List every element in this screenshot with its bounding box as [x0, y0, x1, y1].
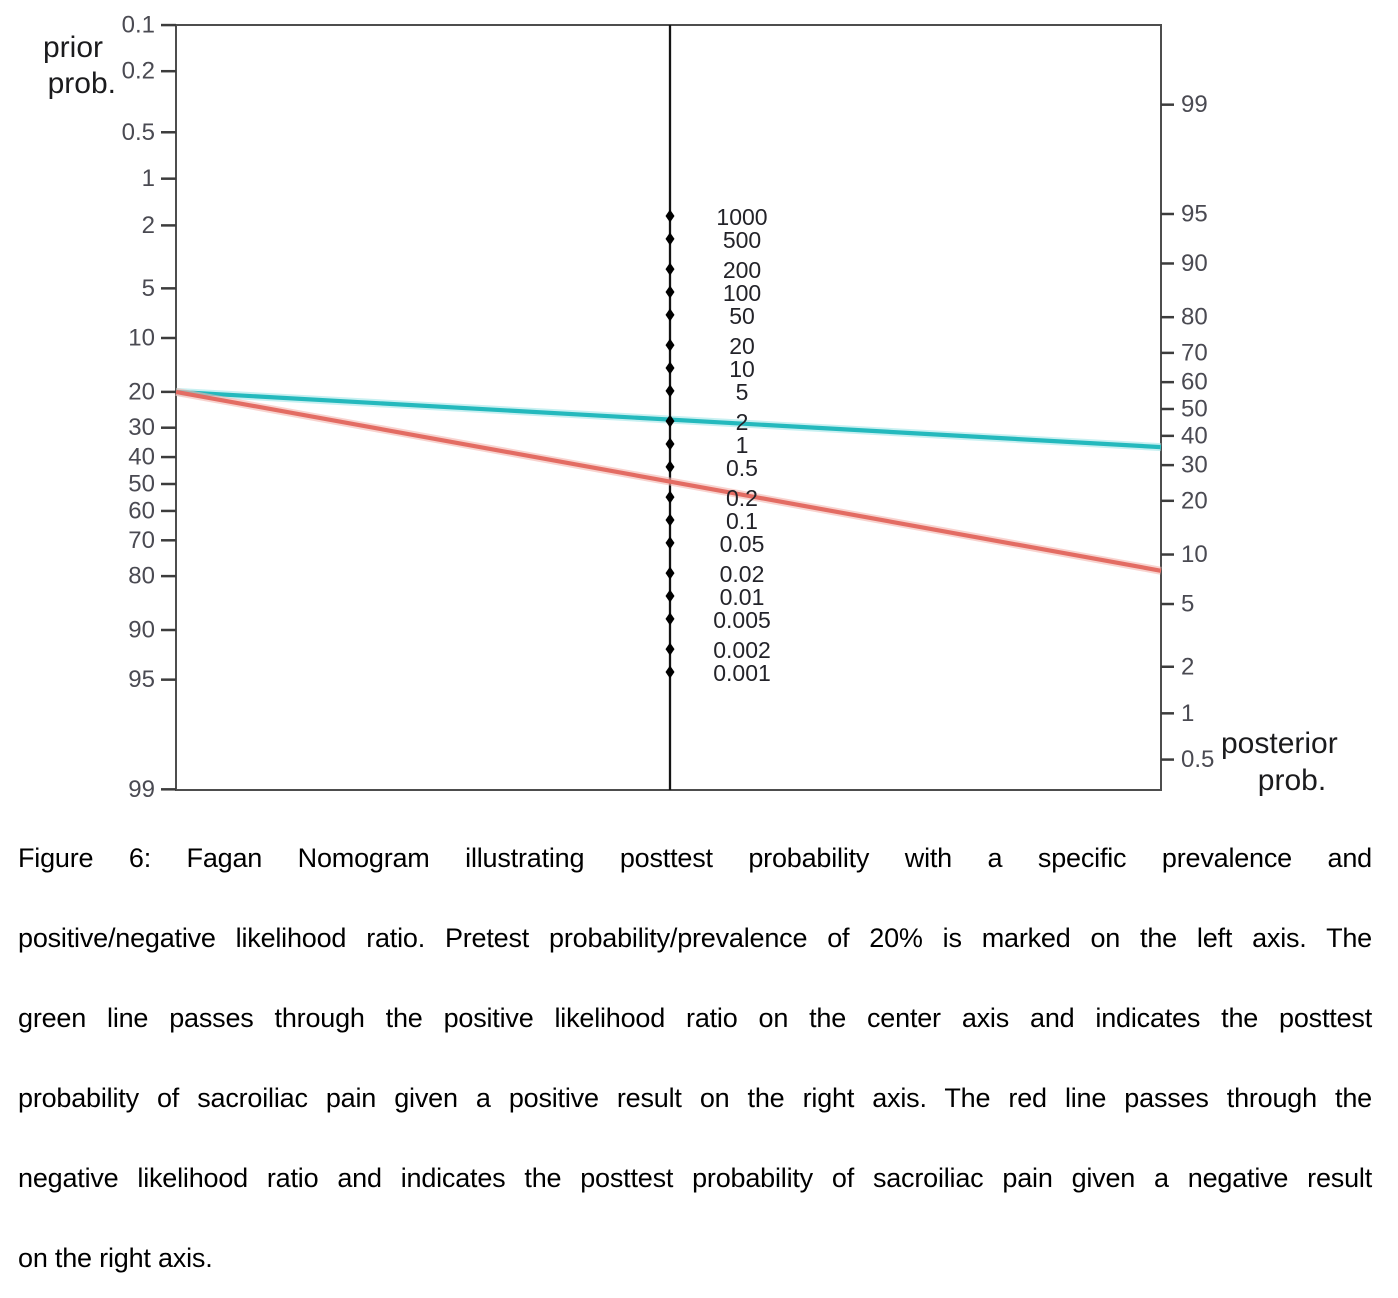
likelihood-ratio-tick-label: 50: [729, 303, 755, 329]
posterior-axis-tick-label: 5: [1181, 591, 1194, 618]
likelihood-ratio-tick-label: 0.01: [720, 584, 765, 610]
prior-axis-tick-label: 60: [128, 497, 155, 524]
prior-axis-tick-label: 0.1: [122, 12, 155, 39]
figure-caption: Figure 6: Fagan Nomogram illustrating po…: [18, 818, 1372, 1298]
likelihood-ratio-marker: [665, 536, 675, 550]
posterior-axis-tick-label: 20: [1181, 487, 1208, 514]
likelihood-ratio-tick-label: 1000: [716, 204, 767, 230]
plot-border: [175, 24, 1162, 791]
likelihood-ratio-tick-label: 0.2: [726, 485, 758, 511]
likelihood-ratio-tick-label: 500: [723, 227, 761, 253]
likelihood-ratio-tick-label: 0.05: [720, 531, 765, 557]
likelihood-ratio-marker: [665, 490, 675, 504]
likelihood-ratio-tick-label: 10: [729, 356, 755, 382]
likelihood-ratio-marker: [665, 642, 675, 656]
fagan-nomogram-chart: 0.10.20.51251020304050607080909599999590…: [43, 12, 1338, 803]
caption-line-2: positive/negative likelihood ratio. Pret…: [18, 923, 1372, 953]
likelihood-ratio-tick-label: 0.005: [713, 607, 771, 633]
posterior-axis-tick-label: 30: [1181, 452, 1208, 479]
likelihood-ratio-marker: [665, 285, 675, 299]
likelihood-ratio-marker: [665, 665, 675, 679]
posterior-axis-title-line1: posterior: [1221, 727, 1338, 760]
likelihood-ratio-marker: [665, 566, 675, 580]
likelihood-ratio-marker: [665, 437, 675, 451]
negative-likelihood-line: [175, 389, 1162, 573]
posterior-axis-tick-label: 10: [1181, 541, 1208, 568]
likelihood-ratio-tick-label: 0.002: [713, 637, 771, 663]
posterior-axis-tick-label: 50: [1181, 396, 1208, 423]
prior-axis-tick-label: 20: [128, 378, 155, 405]
likelihood-ratio-marker: [665, 589, 675, 603]
caption-line-1: Figure 6: Fagan Nomogram illustrating po…: [18, 843, 1372, 873]
posterior-axis-tick-label: 40: [1181, 422, 1208, 449]
prior-axis-tick-label: 70: [128, 527, 155, 554]
likelihood-ratio-marker: [665, 513, 675, 527]
likelihood-ratio-marker: [665, 414, 675, 428]
likelihood-ratio-marker: [665, 460, 675, 474]
prior-axis-tick-label: 80: [128, 563, 155, 590]
likelihood-ratio-tick-label: 2: [736, 409, 749, 435]
likelihood-ratio-tick-label: 1: [736, 432, 749, 458]
prior-axis-tick-label: 50: [128, 471, 155, 498]
likelihood-ratio-tick-label: 20: [729, 333, 755, 359]
prior-axis-tick-label: 30: [128, 414, 155, 441]
prior-axis-title-line1: prior: [43, 31, 103, 64]
posterior-axis-tick-label: 70: [1181, 339, 1208, 366]
likelihood-ratio-marker: [665, 262, 675, 276]
posterior-axis-tick-label: 95: [1181, 200, 1208, 227]
prior-axis-tick-label: 99: [128, 776, 155, 803]
likelihood-ratio-marker: [665, 361, 675, 375]
prior-axis-tick-label: 40: [128, 444, 155, 471]
likelihood-ratio-marker: [665, 232, 675, 246]
likelihood-ratio-tick-label: 0.5: [726, 455, 758, 481]
posterior-axis-tick-label: 2: [1181, 653, 1194, 680]
likelihood-ratio-tick-label: 5: [736, 379, 749, 405]
posterior-axis-tick-label: 90: [1181, 250, 1208, 277]
likelihood-ratio-tick-label: 0.02: [720, 561, 765, 587]
posterior-axis-tick-label: 1: [1181, 700, 1194, 727]
posterior-axis-tick-label: 80: [1181, 304, 1208, 331]
posterior-axis-tick-label: 60: [1181, 369, 1208, 396]
caption-line-3: green line passes through the positive l…: [18, 1003, 1372, 1033]
likelihood-ratio-tick-label: 200: [723, 257, 761, 283]
caption-line-5: negative likelihood ratio and indicates …: [18, 1163, 1372, 1193]
posterior-axis-tick-label: 0.5: [1181, 746, 1214, 773]
likelihood-ratio-marker: [665, 209, 675, 223]
likelihood-ratio-marker: [665, 338, 675, 352]
likelihood-ratio-marker: [665, 384, 675, 398]
prior-axis-tick-label: 95: [128, 666, 155, 693]
caption-line-6: on the right axis.: [18, 1243, 213, 1273]
likelihood-ratio-tick-label: 0.1: [726, 508, 758, 534]
prior-axis-tick-label: 10: [128, 325, 155, 352]
prior-axis-title-line2: prob.: [48, 67, 116, 100]
prior-axis-tick-label: 5: [142, 275, 155, 302]
prior-axis-tick-label: 2: [142, 212, 155, 239]
likelihood-ratio-tick-label: 0.001: [713, 660, 771, 686]
posterior-axis-title-line2: prob.: [1258, 764, 1326, 797]
likelihood-ratio-marker: [665, 612, 675, 626]
prior-axis-tick-label: 1: [142, 165, 155, 192]
likelihood-ratio-tick-label: 100: [723, 280, 761, 306]
prior-axis-tick-label: 90: [128, 616, 155, 643]
posterior-axis-tick-label: 99: [1181, 91, 1208, 118]
prior-axis-tick-label: 0.2: [122, 58, 155, 85]
caption-line-4: probability of sacroiliac pain given a p…: [18, 1083, 1372, 1113]
prior-axis-tick-label: 0.5: [122, 119, 155, 146]
likelihood-ratio-marker: [665, 308, 675, 322]
